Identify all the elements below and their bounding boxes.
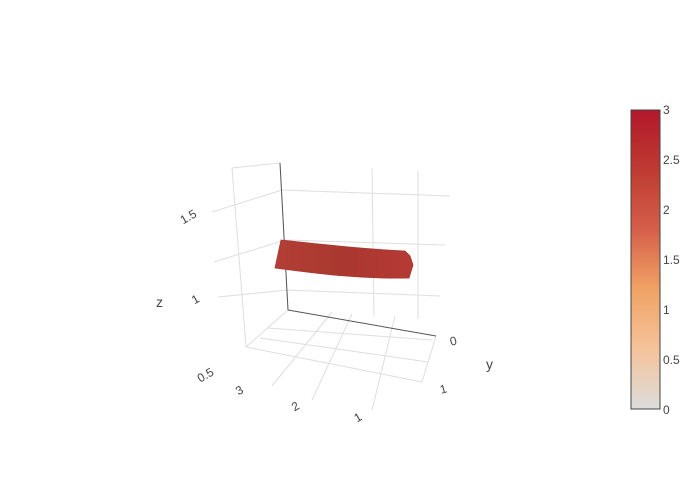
x-ticks: 3 2 1: [233, 382, 365, 425]
colorbar[interactable]: 3 2.5 2 1.5 1 0.5 0: [630, 103, 680, 417]
colorbar-tick-label: 1.5: [663, 253, 680, 267]
z-tick-label: 1.5: [178, 206, 200, 227]
colorbar-ticks: 3 2.5 2 1.5 1 0.5 0: [663, 103, 680, 417]
surface-ribbon[interactable]: [274, 239, 414, 279]
z-ticks: 1.5 1 0.5: [178, 206, 217, 385]
colorbar-tick-label: 2.5: [663, 153, 680, 167]
scene-3d[interactable]: 1.5 1 0.5 3 2 1 0 1 z y: [156, 162, 493, 425]
y-tick-label: 0: [448, 333, 458, 348]
y-axis-line: [287, 309, 437, 337]
gridlines: [211, 162, 451, 411]
colorbar-tick-label: 1: [663, 303, 670, 317]
colorbar-tick-label: 2: [663, 203, 670, 217]
y-tick-label: 1: [438, 381, 448, 396]
z-tick-label: 0.5: [195, 365, 217, 386]
y-axis-title: y: [486, 356, 493, 372]
x-tick-label: 2: [289, 398, 302, 414]
axis-lines: [279, 162, 437, 337]
x-tick-label: 3: [233, 382, 246, 398]
colorbar-tick-label: 0.5: [663, 353, 680, 367]
colorbar-tick-label: 3: [663, 103, 670, 117]
z-axis-title: z: [156, 294, 163, 310]
z-axis-line: [279, 162, 289, 311]
y-ticks: 0 1: [438, 333, 458, 396]
z-tick-label: 1: [189, 291, 202, 307]
colorbar-tick-label: 0: [663, 403, 670, 417]
x-tick-label: 1: [352, 410, 365, 426]
colorbar-gradient: [630, 109, 661, 410]
